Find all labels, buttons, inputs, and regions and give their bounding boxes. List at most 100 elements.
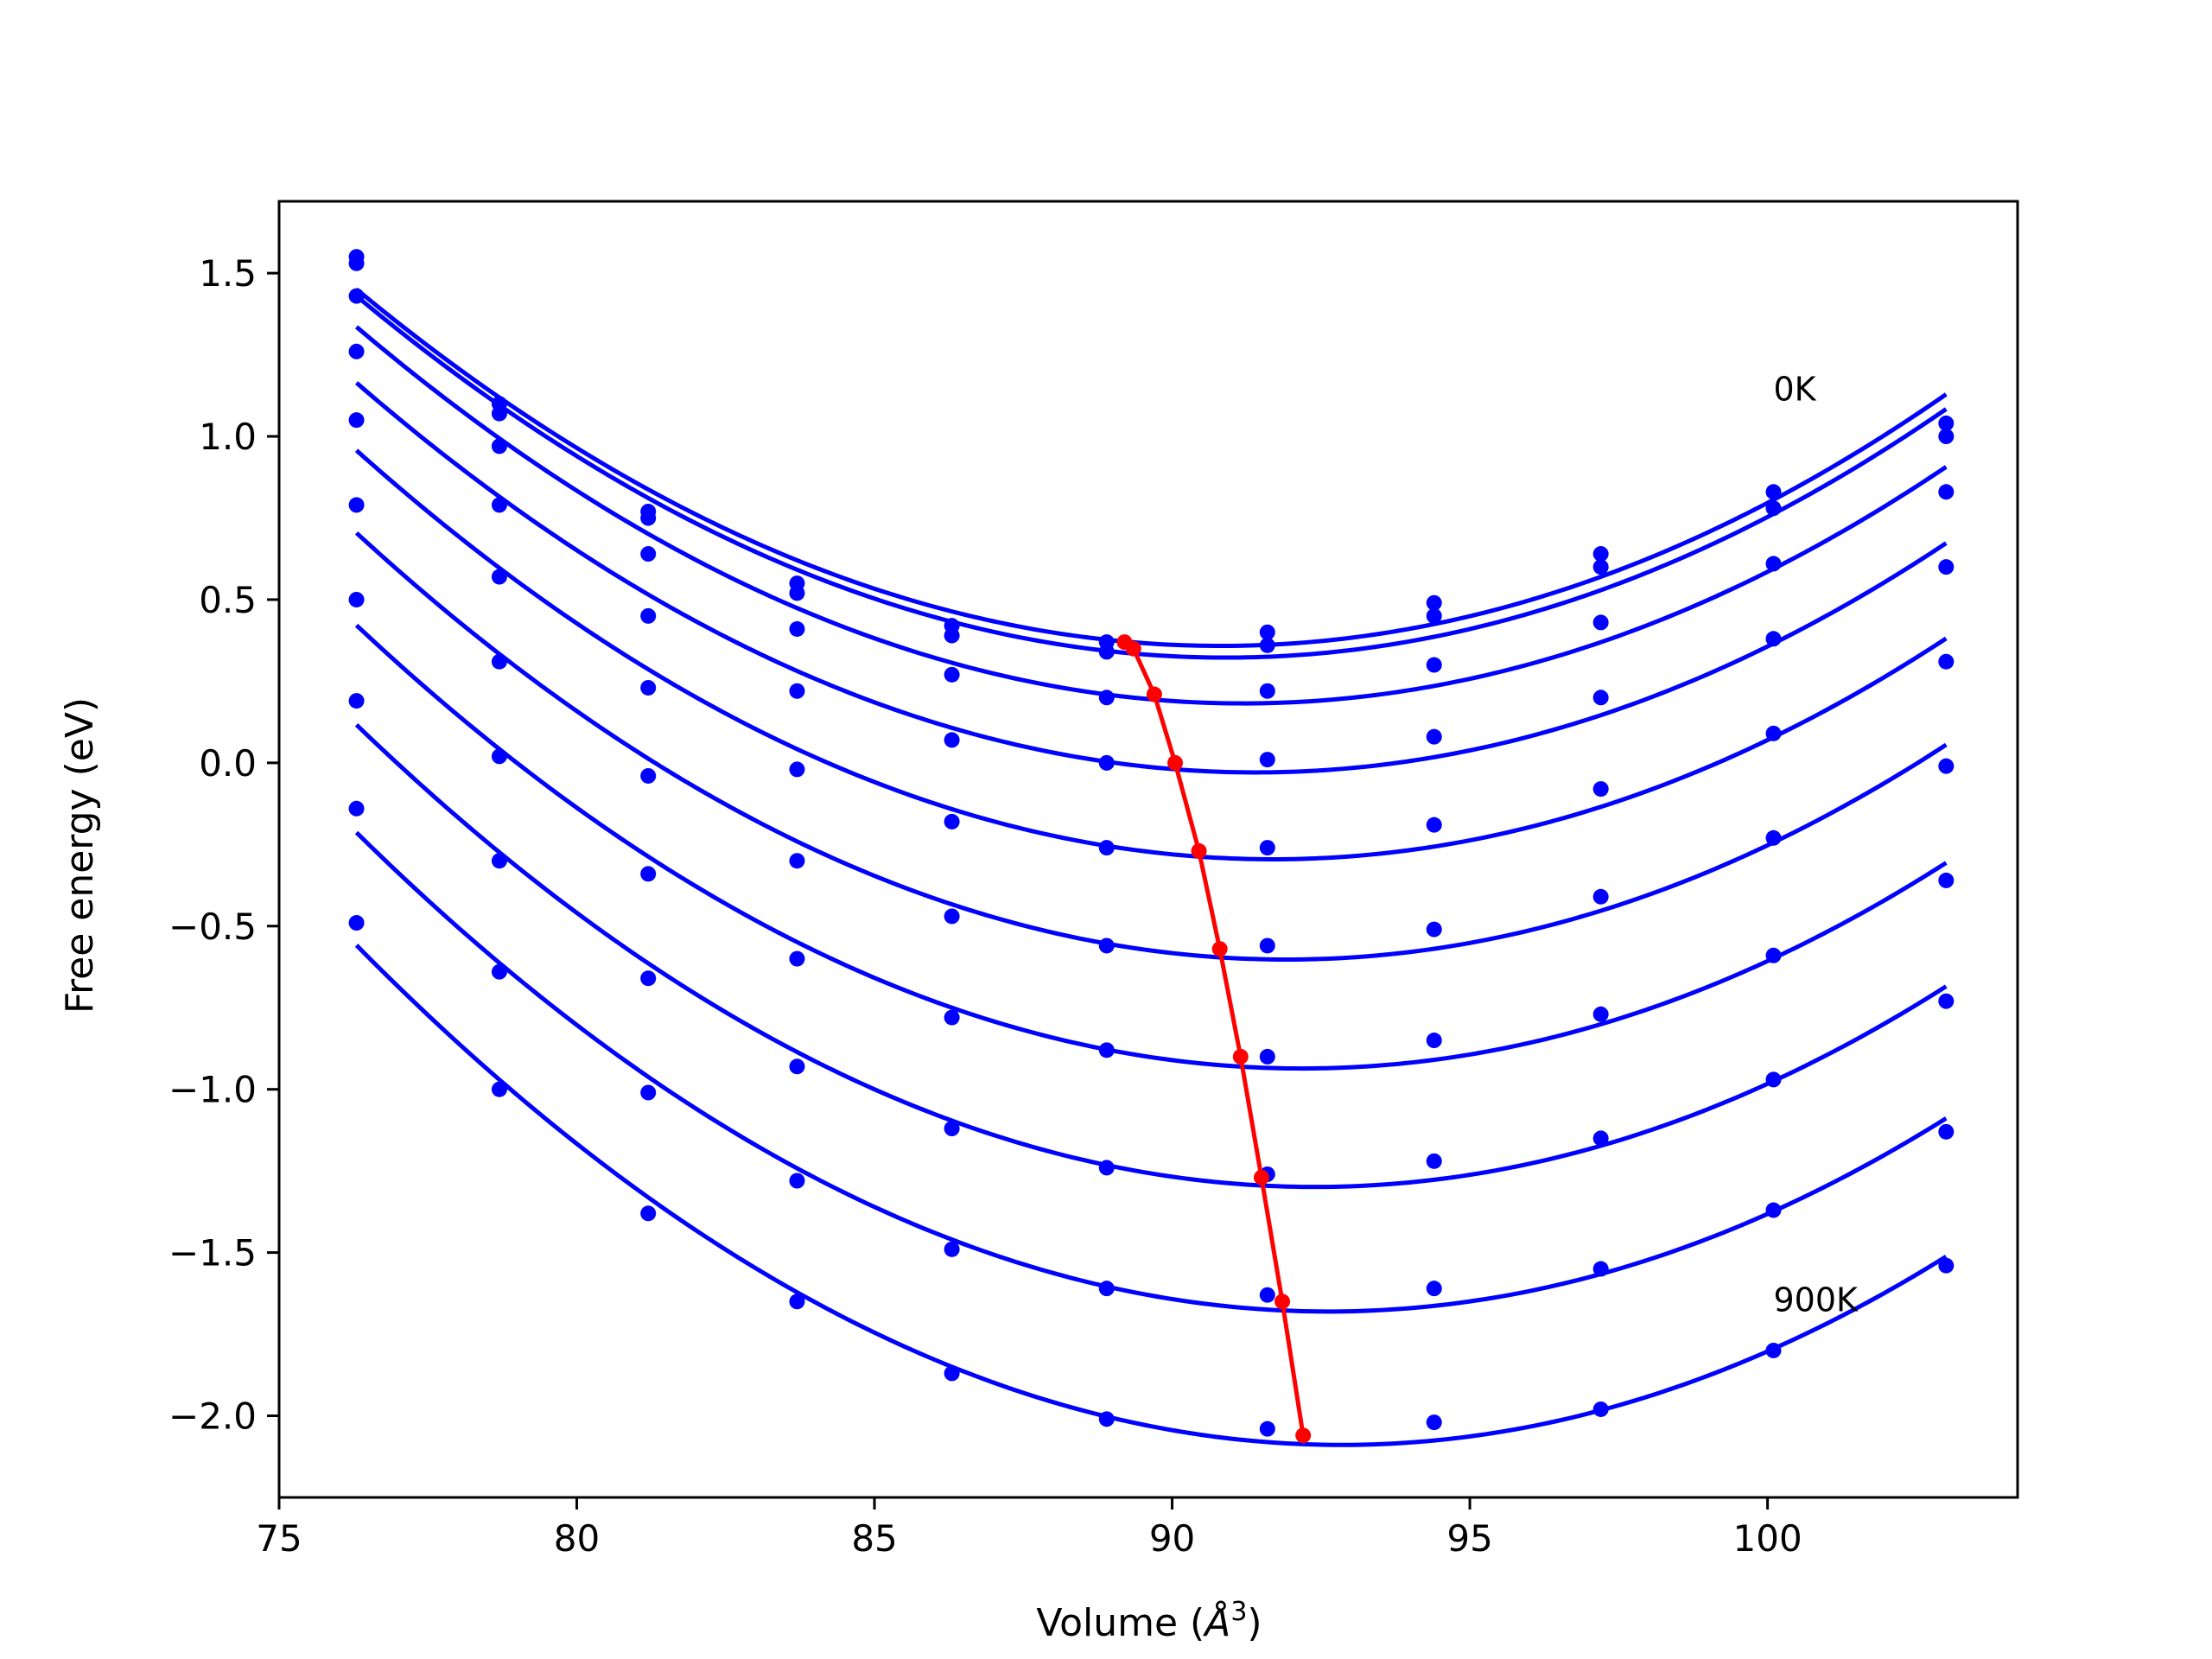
- series-4-point-10: [1938, 653, 1955, 670]
- series-5-point-5: [1098, 938, 1115, 954]
- series-1-point-5: [1098, 644, 1115, 660]
- series-8-point-5: [1098, 1281, 1115, 1297]
- series-7-point-1: [491, 853, 507, 869]
- series-1-point-0: [348, 255, 365, 271]
- series-4-point-9: [1765, 725, 1782, 741]
- series-4-point-8: [1592, 781, 1609, 798]
- series-3-point-9: [1765, 631, 1782, 647]
- minimum-point-6: [1232, 1048, 1249, 1065]
- series-8-point-3: [789, 1173, 805, 1189]
- minimum-point-4: [1191, 842, 1207, 859]
- minimum-point-5: [1211, 941, 1228, 957]
- minimum-point-8: [1274, 1294, 1291, 1310]
- minimum-point-1: [1125, 640, 1141, 657]
- series-7-point-7: [1426, 1153, 1442, 1169]
- series-1-point-4: [944, 627, 960, 644]
- x-tick-label-5: 100: [1733, 1517, 1802, 1560]
- series-0-fit-line: [354, 287, 1948, 649]
- series-0-point-7: [1426, 594, 1442, 611]
- series-3-point-4: [944, 732, 960, 748]
- series-3-point-8: [1592, 690, 1609, 706]
- series-7-point-0: [348, 693, 365, 709]
- series-4-point-3: [789, 761, 805, 778]
- series-9-point-9: [1765, 1342, 1782, 1358]
- series-6: [348, 591, 1955, 1071]
- series-2-point-1: [491, 438, 507, 454]
- series-4-point-1: [491, 569, 507, 585]
- series-6-point-1: [491, 748, 507, 765]
- series-5-point-10: [1938, 758, 1955, 774]
- series-2-point-10: [1938, 484, 1955, 500]
- series-0-point-10: [1938, 415, 1955, 431]
- series-6-point-10: [1938, 872, 1955, 888]
- series-3: [348, 343, 1955, 775]
- series-2-point-9: [1765, 556, 1782, 572]
- series-4-point-5: [1098, 840, 1115, 856]
- series-8-point-7: [1426, 1281, 1442, 1297]
- series-4-point-6: [1259, 840, 1275, 856]
- series-2-point-8: [1592, 614, 1609, 631]
- series-7-point-9: [1765, 1071, 1782, 1088]
- series-0-point-8: [1592, 546, 1609, 563]
- series-6-point-0: [348, 591, 365, 607]
- series-8-fit-line: [354, 830, 1948, 1314]
- series-4-point-2: [640, 679, 657, 696]
- minimum-line: [1122, 640, 1306, 1436]
- series-6-point-4: [944, 1009, 960, 1026]
- series-1-point-6: [1259, 637, 1275, 653]
- series-7-fit-line: [354, 723, 1948, 1190]
- y-tick-label-0: 1.5: [199, 252, 257, 295]
- series-5-point-3: [789, 853, 805, 869]
- minimum-point-7: [1253, 1169, 1269, 1185]
- series-9-point-10: [1938, 1257, 1955, 1274]
- minimum-point-9: [1295, 1427, 1312, 1444]
- series-8-point-1: [491, 963, 507, 980]
- series-1-point-10: [1938, 429, 1955, 445]
- x-tick-label-1: 80: [554, 1517, 600, 1560]
- series-3-point-3: [789, 683, 805, 699]
- series-7-point-5: [1098, 1160, 1115, 1176]
- series-2-point-5: [1098, 690, 1115, 706]
- series-3-point-10: [1938, 559, 1955, 575]
- x-axis-label: Volume (Å3): [1036, 1597, 1262, 1645]
- series-9-point-7: [1426, 1414, 1442, 1431]
- series-9-fit-line: [354, 944, 1948, 1447]
- series-9-point-3: [789, 1294, 805, 1310]
- series-2-point-6: [1259, 683, 1275, 699]
- series-7-point-8: [1592, 1130, 1609, 1147]
- series-3-point-6: [1259, 752, 1275, 768]
- y-tick-label-7: −2.0: [168, 1395, 257, 1438]
- series-6-point-2: [640, 866, 657, 882]
- series-6-point-9: [1765, 947, 1782, 963]
- series-3-fit-line: [354, 381, 1948, 775]
- series-9-point-6: [1259, 1421, 1275, 1437]
- series-1-point-1: [491, 405, 507, 422]
- series-7: [348, 693, 1955, 1190]
- series-8-point-8: [1592, 1261, 1609, 1277]
- series-8-point-0: [348, 800, 365, 817]
- x-axis-label-prefix: Volume (: [1036, 1601, 1205, 1645]
- series-7-point-3: [789, 1058, 805, 1075]
- series-2-point-7: [1426, 657, 1442, 673]
- series-9-point-0: [348, 915, 365, 931]
- x-tick-label-3: 90: [1149, 1517, 1195, 1560]
- series-3-point-7: [1426, 728, 1442, 745]
- series-9-point-8: [1592, 1401, 1609, 1417]
- series-1-point-8: [1592, 559, 1609, 575]
- series-9-point-2: [640, 1205, 657, 1222]
- series-2-point-2: [640, 546, 657, 563]
- series-6-fit-line: [354, 623, 1948, 1071]
- series-9-point-1: [491, 1081, 507, 1097]
- x-axis-label-superscript: 3: [1230, 1597, 1247, 1627]
- series-5-point-2: [640, 767, 657, 784]
- axis-ticks: 75 80 85 90 95 100 1.5 1.0 0.5 0.0 −0.5 −1.0 −1.5 −2.…: [168, 252, 1802, 1560]
- series-9-point-4: [944, 1365, 960, 1382]
- series-8-point-4: [944, 1241, 960, 1257]
- x-tick-label-0: 75: [256, 1517, 302, 1560]
- y-tick-label-1: 1.0: [199, 416, 257, 458]
- minimum-point-2: [1146, 686, 1162, 702]
- series-4: [348, 412, 1955, 861]
- series-2-point-0: [348, 288, 365, 304]
